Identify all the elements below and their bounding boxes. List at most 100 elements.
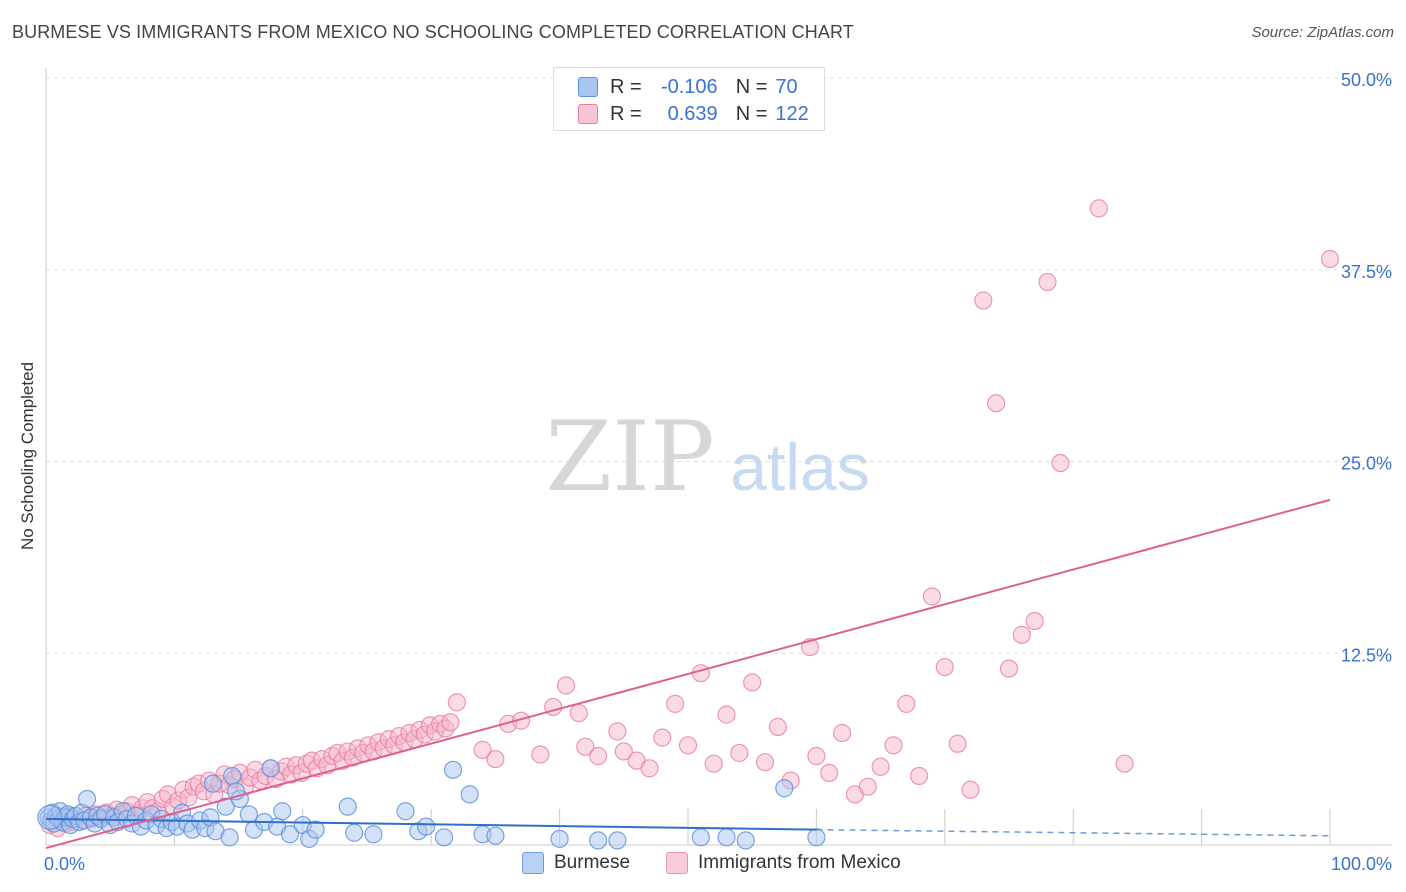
burmese-point bbox=[550, 829, 569, 848]
burmese-point bbox=[239, 805, 258, 824]
mexico-point bbox=[832, 723, 852, 743]
mexico-point bbox=[691, 664, 710, 683]
legend-r-label: R = bbox=[610, 102, 642, 125]
mexico-point bbox=[922, 587, 942, 606]
bottom-legend-label-mexico: Immigrants from Mexico bbox=[698, 852, 901, 873]
mexico-point bbox=[441, 713, 460, 732]
mexico-point bbox=[871, 757, 890, 776]
burmese-point bbox=[460, 785, 479, 804]
mexico-point bbox=[910, 766, 929, 786]
legend-n-label: N = bbox=[735, 75, 768, 98]
y-tick-label: 25.0% bbox=[1341, 454, 1392, 474]
burmese-point bbox=[589, 831, 608, 850]
tick-labels: 12.5% 25.0% 37.5% 50.0% 0.0% 100.0% bbox=[44, 70, 1392, 874]
burmese-point bbox=[37, 804, 63, 830]
mexico-point bbox=[961, 780, 980, 799]
burmese-point bbox=[608, 831, 627, 850]
correlation-legend: R = -0.106 N = 70 R = 0.639 N = 122 bbox=[553, 67, 825, 131]
mexico-point bbox=[1089, 199, 1108, 218]
mexico-point bbox=[1320, 249, 1340, 269]
legend-n-value: 70 bbox=[775, 75, 798, 98]
burmese-point bbox=[775, 779, 794, 798]
legend-swatch-mexico bbox=[578, 104, 598, 124]
burmese-point bbox=[736, 831, 755, 850]
mexico-point bbox=[999, 659, 1019, 678]
mexico-point bbox=[768, 717, 787, 736]
burmese-point bbox=[807, 828, 826, 847]
x-tick-label: 100.0% bbox=[1331, 854, 1392, 874]
burmese-point bbox=[396, 802, 415, 821]
burmese-point bbox=[717, 828, 736, 847]
mexico-point bbox=[473, 740, 492, 759]
mexico-point bbox=[614, 742, 633, 761]
burmese-point bbox=[306, 820, 325, 839]
mexico-point bbox=[948, 734, 967, 753]
burmese-point bbox=[364, 825, 383, 844]
bottom-legend-label-burmese: Burmese bbox=[554, 852, 631, 873]
y-tick-label: 37.5% bbox=[1341, 262, 1392, 282]
gridlines bbox=[46, 77, 1392, 654]
mexico-point bbox=[447, 693, 466, 712]
legend-n-value: 122 bbox=[775, 102, 809, 125]
mexico-point bbox=[1115, 754, 1134, 773]
mexico-point bbox=[666, 694, 685, 713]
burmese-point bbox=[220, 828, 239, 847]
mexico-point bbox=[608, 722, 627, 741]
mexico-point bbox=[755, 753, 775, 772]
burmese-point bbox=[434, 828, 454, 847]
burmese-point bbox=[486, 826, 505, 845]
bottom-legend-burmese: Burmese bbox=[522, 852, 630, 874]
mexico-point bbox=[935, 657, 954, 677]
axes bbox=[45, 68, 1392, 846]
bottom-legend-swatch-mexico bbox=[666, 852, 688, 874]
legend-r-label: R = bbox=[610, 75, 642, 98]
burmese-point bbox=[273, 802, 292, 821]
mexico-point bbox=[1012, 625, 1031, 644]
mexico-trend-line bbox=[45, 498, 1331, 850]
legend-r-value: -0.106 bbox=[660, 75, 718, 98]
mexico-point bbox=[820, 763, 839, 783]
watermark: ZIP atlas bbox=[545, 401, 869, 513]
burmese-point bbox=[345, 823, 364, 842]
mexico-point bbox=[486, 749, 505, 769]
source-credit: Source: ZipAtlas.com bbox=[1251, 24, 1394, 41]
burmese-point bbox=[203, 774, 223, 793]
burmese-point bbox=[77, 789, 97, 809]
legend-swatch-burmese bbox=[578, 77, 598, 97]
legend-row-burmese: R = -0.106 N = 70 bbox=[578, 74, 798, 100]
mexico-point bbox=[987, 394, 1006, 413]
mexico-point bbox=[531, 745, 550, 764]
legend-row-mexico: R = 0.639 N = 122 bbox=[578, 101, 809, 127]
bottom-legend-swatch-burmese bbox=[522, 852, 544, 874]
mexico-point bbox=[678, 736, 698, 755]
y-tick-label: 12.5% bbox=[1341, 645, 1392, 665]
mexico-point bbox=[1051, 453, 1070, 473]
data-points bbox=[37, 199, 1340, 850]
y-axis-label: No Schooling Completed bbox=[18, 361, 37, 551]
legend-n-label: N = bbox=[735, 102, 768, 125]
watermark-zip: ZIP bbox=[545, 401, 714, 513]
burmese-trend-extension bbox=[816, 828, 1331, 837]
mexico-point bbox=[653, 728, 672, 747]
burmese-point bbox=[261, 759, 280, 778]
y-tick-label: 50.0% bbox=[1341, 70, 1392, 90]
burmese-point bbox=[280, 825, 300, 844]
burmese-point bbox=[223, 766, 242, 786]
burmese-trend-line bbox=[45, 817, 817, 831]
chart-title: BURMESE VS IMMIGRANTS FROM MEXICO NO SCH… bbox=[12, 22, 854, 42]
legend-r-value: 0.639 bbox=[667, 102, 718, 125]
bottom-legend-mexico: Immigrants from Mexico bbox=[666, 852, 901, 874]
mexico-point bbox=[556, 676, 576, 695]
burmese-point bbox=[416, 817, 436, 836]
mexico-point bbox=[897, 694, 916, 713]
mexico-point bbox=[743, 673, 762, 692]
watermark-atlas: atlas bbox=[730, 430, 869, 504]
x-tick-label: 0.0% bbox=[44, 854, 85, 874]
mexico-point bbox=[884, 736, 903, 755]
burmese-point bbox=[691, 828, 710, 847]
mexico-point bbox=[589, 746, 608, 766]
mexico-point bbox=[1038, 272, 1057, 292]
trend-lines bbox=[45, 498, 1331, 850]
mexico-point bbox=[569, 703, 588, 723]
